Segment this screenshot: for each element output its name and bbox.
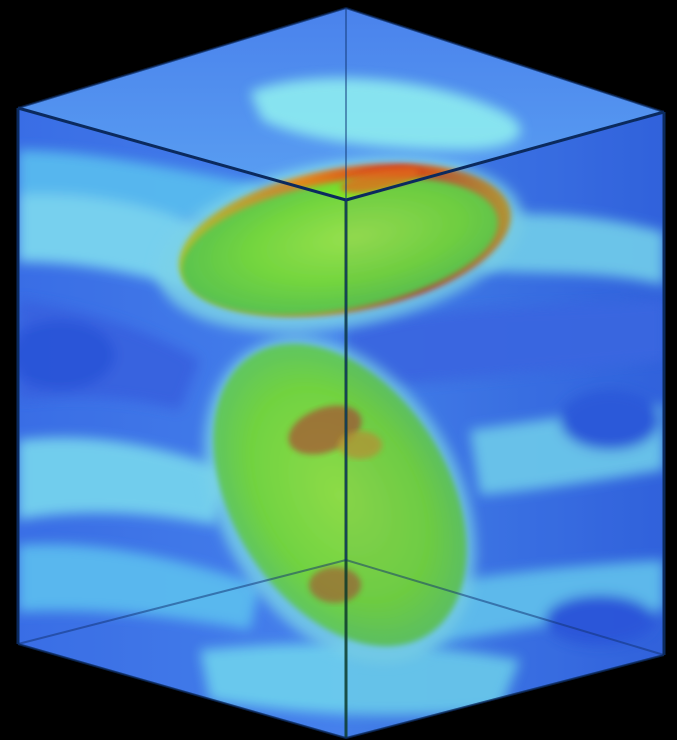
iso-bottom-hot-2 bbox=[338, 431, 382, 459]
band-3-left bbox=[18, 544, 260, 630]
box-volume bbox=[18, 8, 664, 738]
top-band-left bbox=[18, 150, 260, 230]
top-highlight bbox=[250, 77, 521, 150]
bottom-cyan bbox=[200, 643, 520, 716]
band-2-left bbox=[18, 437, 230, 525]
deep-pocket-left bbox=[18, 320, 115, 390]
iso-top-body bbox=[182, 177, 498, 315]
edge-bottom-back bbox=[17, 559, 665, 656]
iso-top-spot bbox=[340, 167, 420, 193]
deep-pocket-bottom bbox=[545, 595, 655, 645]
left-face-tint bbox=[18, 108, 346, 738]
iso-bottom-body bbox=[213, 343, 467, 647]
iso-bottom-hot-3 bbox=[309, 567, 361, 603]
box-edges bbox=[16, 7, 666, 739]
isosurface-bottom bbox=[213, 343, 467, 647]
band-1-right bbox=[480, 213, 664, 285]
edge-bottom-front bbox=[17, 643, 665, 739]
deep-pocket-right bbox=[560, 390, 660, 450]
deep-band-1-right bbox=[346, 300, 664, 390]
right-face-tint bbox=[346, 112, 664, 738]
